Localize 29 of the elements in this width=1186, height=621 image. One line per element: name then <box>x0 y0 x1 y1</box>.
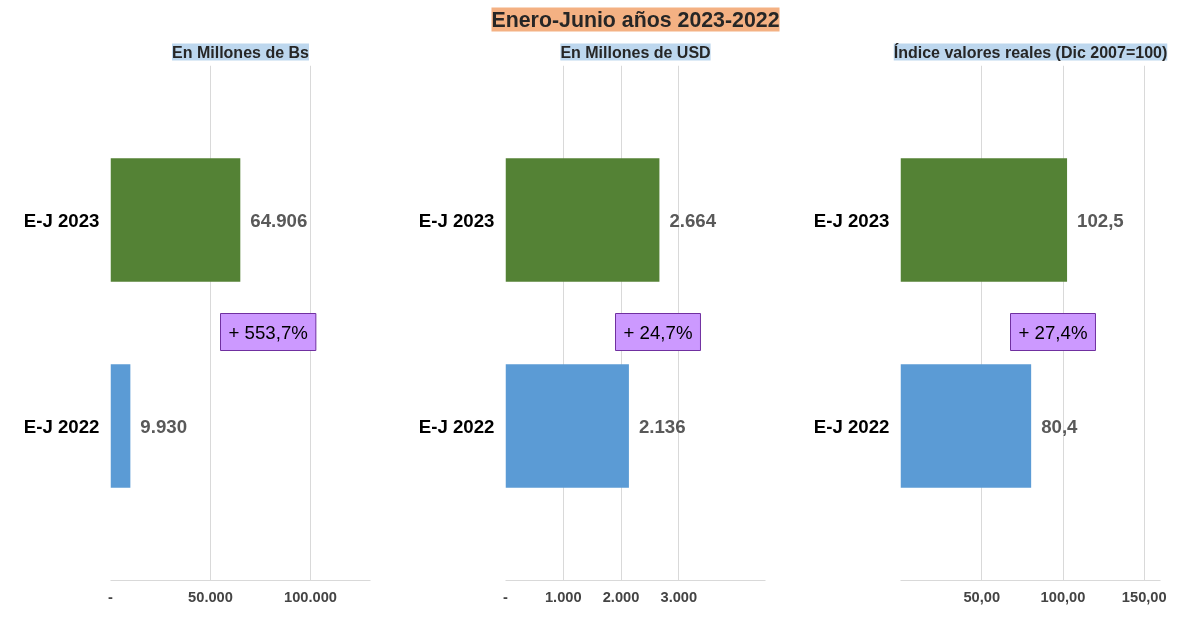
y-tick-label: E-J 2023 <box>418 209 495 231</box>
data-label: 9.930 <box>140 415 188 437</box>
x-tick-label: - <box>503 588 509 605</box>
x-tick-label: 2.000 <box>602 588 640 605</box>
data-label: 2.136 <box>638 415 686 437</box>
x-tick-label: 50,00 <box>963 588 1001 605</box>
y-tick-label: E-J 2022 <box>23 415 100 437</box>
data-label: 64.906 <box>250 209 308 231</box>
chart-subtitle: En Millones de USD <box>560 43 711 61</box>
data-label: 2.664 <box>669 209 717 231</box>
y-tick-label: E-J 2022 <box>813 415 890 437</box>
x-tick-label: 3.000 <box>660 588 698 605</box>
x-tick-label: 100,00 <box>1040 588 1086 605</box>
chart-subtitle: En Millones de Bs <box>172 43 310 61</box>
x-tick-label: 50.000 <box>188 588 233 605</box>
annotation: + 27,4% <box>1018 321 1088 343</box>
annotation: + 553,7% <box>228 321 308 343</box>
y-tick-label: E-J 2023 <box>813 209 890 231</box>
chart-subtitle: Índice valores reales (Dic 2007=100) <box>893 42 1168 61</box>
data-label: 102,5 <box>1077 209 1124 231</box>
x-tick-label: 150,00 <box>1121 588 1167 605</box>
x-tick-label: 1.000 <box>544 588 582 605</box>
annotation: + 24,7% <box>623 321 693 343</box>
y-tick-label: E-J 2023 <box>23 209 100 231</box>
data-label: 80,4 <box>1041 415 1079 437</box>
x-tick-label: 100.000 <box>284 588 337 605</box>
y-tick-label: E-J 2022 <box>418 415 495 437</box>
x-tick-label: - <box>108 588 114 605</box>
chart-title: Enero-Junio años 2023-2022 <box>491 7 780 32</box>
